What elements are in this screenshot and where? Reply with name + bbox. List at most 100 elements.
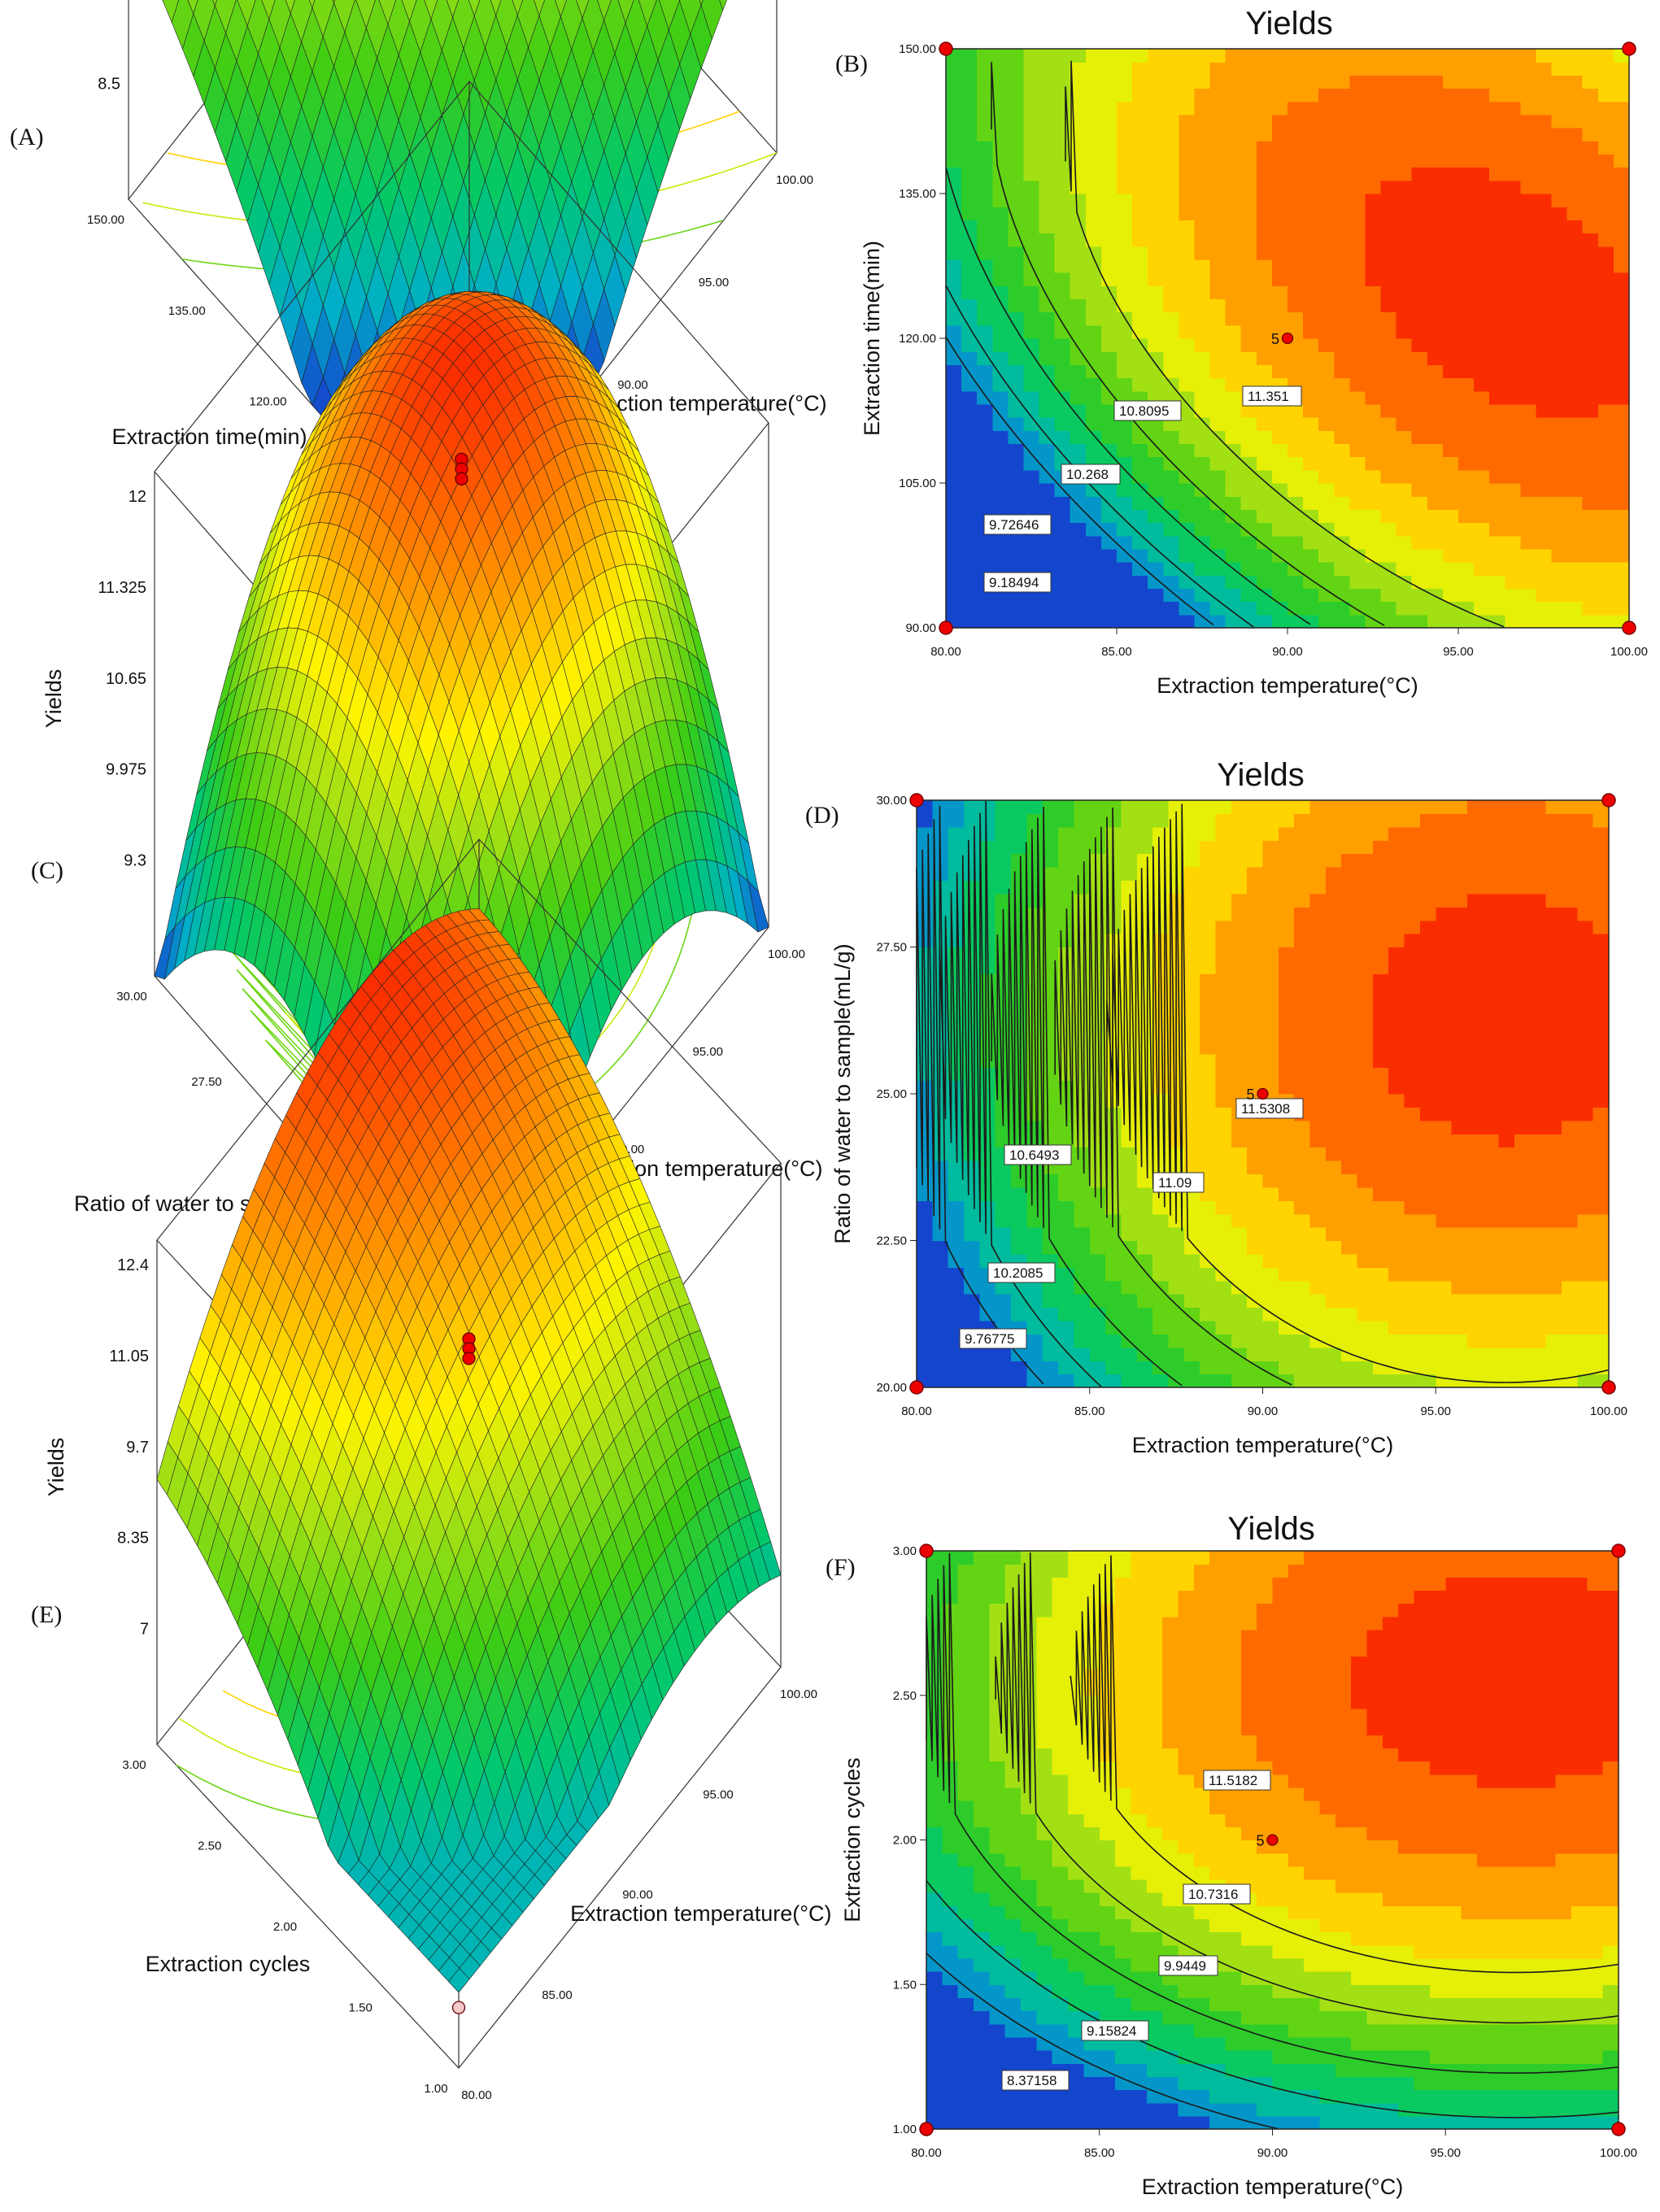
contour-cell <box>964 947 980 961</box>
contour-cell <box>1193 1748 1210 1762</box>
contour-cell <box>1178 2102 1195 2117</box>
contour-cell <box>948 1000 965 1015</box>
contour-cell <box>1183 813 1200 828</box>
contour-cell <box>1325 1374 1342 1388</box>
contour-cell <box>1613 62 1630 76</box>
contour-cell <box>1179 298 1196 313</box>
contour-cell <box>1458 180 1475 194</box>
contour-cell <box>1200 934 1217 948</box>
contour-cell <box>1193 2089 1210 2104</box>
contour-label-box <box>983 514 1052 535</box>
contour-cell <box>1294 1213 1311 1228</box>
contour-cell <box>1023 285 1040 300</box>
contour-cell <box>1458 496 1475 510</box>
contour-cell <box>1083 1801 1100 1814</box>
contour-cell <box>1505 154 1521 168</box>
contour-cell <box>1262 1173 1279 1188</box>
contour-cell <box>1278 1067 1295 1082</box>
contour-cell <box>1357 947 1374 961</box>
contour-cell <box>1577 1361 1594 1375</box>
contour-cell <box>1466 1107 1484 1121</box>
contour-cell <box>1115 1748 1132 1762</box>
contour-cell <box>1561 1134 1578 1148</box>
contour-cell <box>1179 272 1196 286</box>
contour-cell <box>1068 2115 1085 2130</box>
contour-cell <box>989 1801 1006 1814</box>
contour-cell <box>977 377 993 392</box>
contour-cell <box>1132 49 1148 63</box>
contour-cell <box>1489 272 1505 286</box>
contour-cell <box>1100 233 1118 247</box>
contour-cell <box>1262 1280 1279 1295</box>
contour-cell <box>1294 934 1311 948</box>
contour-cell <box>1411 469 1428 484</box>
contour-cell <box>926 1984 943 1999</box>
contour-cell <box>1026 1067 1043 1082</box>
contour-cell <box>1427 430 1444 445</box>
contour-cell <box>974 1629 990 1644</box>
contour-cell <box>1225 1997 1242 2012</box>
contour-cell <box>1136 920 1153 934</box>
contour-cell <box>1551 272 1568 286</box>
contour-cell <box>1146 2036 1163 2051</box>
contour-cell <box>1163 298 1179 313</box>
contour-cell <box>1411 443 1428 458</box>
contour-cell <box>1011 1213 1027 1228</box>
contour-cell <box>1592 973 1610 988</box>
contour-cell <box>1162 1944 1179 1959</box>
contour-cell <box>942 1905 959 1920</box>
contour-cell <box>974 1682 990 1696</box>
contour-cell <box>1193 1656 1210 1670</box>
contour-cell <box>1451 1000 1468 1015</box>
contour-cell <box>1240 180 1257 194</box>
contour-cell <box>1396 364 1413 379</box>
contour-cell <box>1178 1564 1195 1578</box>
contour-cell <box>1131 1603 1148 1618</box>
contour-cell <box>1442 101 1459 115</box>
contour-cell <box>1520 49 1537 63</box>
contour-cell <box>1561 986 1578 1001</box>
contour-cell <box>1240 2115 1257 2130</box>
contour-cell <box>1427 417 1444 431</box>
contour-cell <box>1474 562 1490 576</box>
contour-cell <box>1396 377 1413 392</box>
contour-cell <box>1505 548 1521 563</box>
contour-cell <box>1054 377 1071 392</box>
contour-cell <box>1152 1307 1170 1322</box>
contour-cell <box>1271 207 1288 220</box>
contour-cell <box>1052 1656 1069 1670</box>
contour-cell <box>1152 1253 1170 1268</box>
contour-cell <box>1054 285 1071 300</box>
contour-cell <box>1136 1107 1153 1121</box>
contour-cell <box>974 1708 990 1722</box>
contour-cell <box>1458 509 1475 524</box>
contour-cell <box>1085 364 1102 379</box>
contour-cell <box>1194 75 1211 89</box>
contour-cell <box>1247 1160 1264 1175</box>
contour-cell <box>1318 75 1335 89</box>
contour-cell <box>1551 114 1568 128</box>
contour-cell <box>1089 1040 1106 1055</box>
contour-cell <box>1008 443 1025 458</box>
contour-cell <box>1099 2102 1116 2117</box>
contour-cell <box>1372 1040 1389 1055</box>
contour-cell <box>1309 1000 1327 1015</box>
contour-cell <box>1183 853 1200 868</box>
contour-cell <box>1179 483 1196 497</box>
contour-cell <box>1115 1840 1132 1854</box>
contour-cell <box>1419 1040 1436 1055</box>
contour-cell <box>1105 1160 1122 1175</box>
contour-cell <box>1105 1134 1122 1148</box>
contour-cell <box>1536 469 1553 484</box>
contour-cell <box>1039 548 1056 563</box>
contour-cell <box>1132 548 1148 563</box>
contour-cell <box>1215 1187 1232 1201</box>
contour-cell <box>1023 535 1040 550</box>
panel-label: (B) <box>835 50 868 77</box>
contour-cell <box>1200 1094 1217 1108</box>
contour-cell <box>1100 614 1118 629</box>
contour-cell <box>1036 1629 1053 1644</box>
contour-cell <box>1577 1267 1594 1282</box>
contour-cell <box>1131 1892 1148 1906</box>
contour-cell <box>1262 1240 1279 1255</box>
